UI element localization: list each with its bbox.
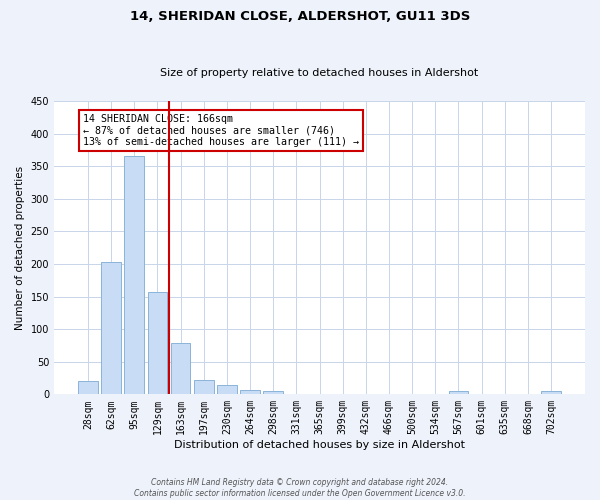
Bar bbox=[124, 156, 144, 394]
Bar bbox=[541, 391, 561, 394]
Bar bbox=[171, 344, 190, 394]
Bar bbox=[217, 384, 237, 394]
Text: 14, SHERIDAN CLOSE, ALDERSHOT, GU11 3DS: 14, SHERIDAN CLOSE, ALDERSHOT, GU11 3DS bbox=[130, 10, 470, 23]
Title: Size of property relative to detached houses in Aldershot: Size of property relative to detached ho… bbox=[160, 68, 479, 78]
Bar bbox=[148, 292, 167, 394]
Bar bbox=[449, 391, 468, 394]
Y-axis label: Number of detached properties: Number of detached properties bbox=[15, 166, 25, 330]
Bar bbox=[263, 391, 283, 394]
Bar bbox=[78, 382, 98, 394]
Text: Contains HM Land Registry data © Crown copyright and database right 2024.
Contai: Contains HM Land Registry data © Crown c… bbox=[134, 478, 466, 498]
Text: 14 SHERIDAN CLOSE: 166sqm
← 87% of detached houses are smaller (746)
13% of semi: 14 SHERIDAN CLOSE: 166sqm ← 87% of detac… bbox=[83, 114, 359, 148]
Bar bbox=[240, 390, 260, 394]
Bar bbox=[101, 262, 121, 394]
Bar bbox=[194, 380, 214, 394]
X-axis label: Distribution of detached houses by size in Aldershot: Distribution of detached houses by size … bbox=[174, 440, 465, 450]
